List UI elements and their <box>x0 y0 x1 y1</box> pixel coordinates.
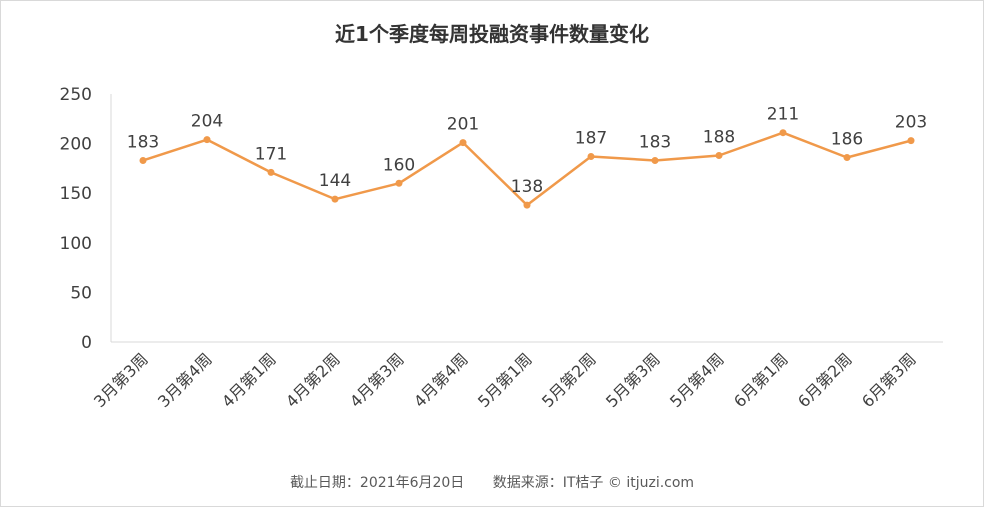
y-tick-label: 250 <box>60 85 92 105</box>
data-label: 187 <box>575 128 607 148</box>
x-tick-label: 5月第2周 <box>538 349 600 411</box>
data-label: 186 <box>831 129 863 149</box>
y-tick-label: 200 <box>60 135 92 155</box>
x-tick-label: 4月第2周 <box>282 349 344 411</box>
data-point <box>843 153 851 161</box>
data-label: 211 <box>767 105 799 125</box>
data-point <box>267 168 275 176</box>
data-point <box>139 156 147 164</box>
chart-footer: 截止日期：2021年6月20日 数据来源：IT桔子 © itjuzi.com <box>0 472 984 492</box>
x-tick-label: 3月第4周 <box>154 349 216 411</box>
x-tick-label: 3月第3周 <box>90 349 152 411</box>
data-label: 203 <box>895 113 927 133</box>
x-tick-label: 6月第1周 <box>730 349 792 411</box>
data-label: 138 <box>511 177 543 197</box>
x-tick-label: 4月第3周 <box>346 349 408 411</box>
y-tick-label: 50 <box>70 283 92 303</box>
data-label: 204 <box>191 112 223 132</box>
data-point <box>459 139 467 147</box>
data-label: 171 <box>255 144 287 164</box>
y-tick-label: 100 <box>60 234 92 254</box>
x-tick-label: 5月第1周 <box>474 349 536 411</box>
data-point <box>523 201 531 209</box>
data-point <box>907 137 915 145</box>
footer-source: 数据来源：IT桔子 © itjuzi.com <box>492 475 695 491</box>
data-label: 188 <box>703 128 735 148</box>
data-label: 183 <box>127 132 159 152</box>
data-point <box>651 156 659 164</box>
chart-title: 近1个季度每周投融资事件数量变化 <box>335 22 649 46</box>
data-point <box>203 136 211 144</box>
data-label: 144 <box>319 171 351 191</box>
data-point <box>331 195 339 203</box>
x-tick-label: 6月第2周 <box>794 349 856 411</box>
x-tick-label: 5月第3周 <box>602 349 664 411</box>
data-label: 160 <box>383 155 415 175</box>
x-tick-label: 6月第3周 <box>858 349 920 411</box>
footer-date: 截止日期：2021年6月20日 <box>289 475 465 491</box>
data-label: 201 <box>447 115 479 135</box>
data-point <box>779 129 787 137</box>
data-point <box>395 179 403 187</box>
y-tick-label: 150 <box>60 184 92 204</box>
x-tick-label: 4月第4周 <box>410 349 472 411</box>
data-point <box>587 152 595 160</box>
y-tick-label: 0 <box>81 333 92 353</box>
data-label: 183 <box>639 132 671 152</box>
data-point <box>715 152 723 160</box>
x-tick-label: 4月第1周 <box>218 349 280 411</box>
x-tick-label: 5月第4周 <box>666 349 728 411</box>
